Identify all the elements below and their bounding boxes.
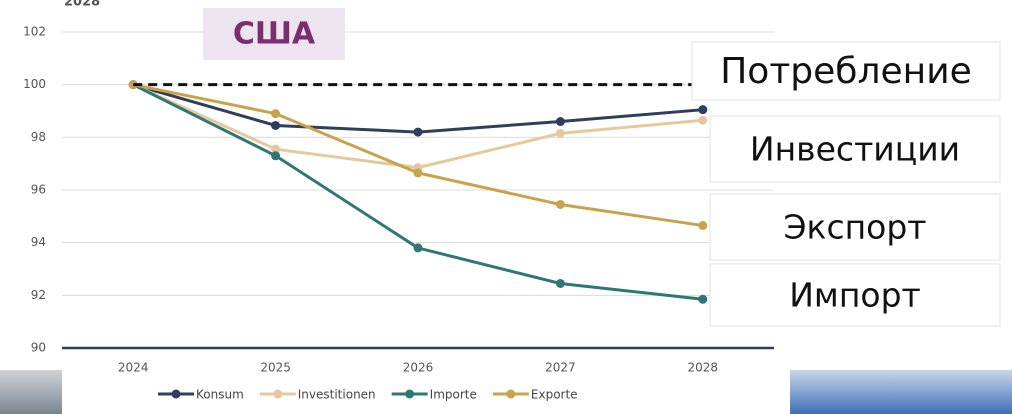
annotations: Потребление Инвестиции Экспорт Импорт bbox=[691, 41, 1001, 327]
y-tick-label: 102 bbox=[23, 25, 46, 39]
y-tick-label: 92 bbox=[31, 288, 46, 302]
y-tick-label: 100 bbox=[23, 77, 46, 91]
x-tick-label: 2025 bbox=[260, 361, 291, 375]
data-point bbox=[413, 127, 423, 137]
legend-swatch bbox=[171, 389, 181, 399]
data-point bbox=[271, 144, 281, 154]
decor-bar bbox=[0, 370, 62, 414]
annotation: Потребление bbox=[720, 51, 972, 92]
data-point bbox=[413, 243, 423, 253]
decor-bar bbox=[790, 370, 1012, 414]
legend-label: Exporte bbox=[531, 388, 578, 402]
legend-label: Konsum bbox=[196, 388, 244, 402]
data-point bbox=[555, 117, 565, 127]
data-point bbox=[271, 120, 281, 130]
y-tick-label: 96 bbox=[31, 183, 46, 197]
x-tick-label: 2026 bbox=[403, 361, 434, 375]
annotation: Импорт bbox=[789, 276, 921, 315]
title-box bbox=[203, 8, 345, 60]
chart-title: США bbox=[233, 17, 316, 52]
data-point bbox=[698, 294, 708, 304]
plot: 90 92 94 96 98 100 102 2024 2025 2026 2027 2028 Kons… bbox=[23, 25, 774, 402]
data-point bbox=[271, 109, 281, 119]
annotation: Инвестиции bbox=[750, 130, 960, 169]
legend-label: Importe bbox=[430, 388, 477, 402]
legend-label: Investitionen bbox=[298, 388, 376, 402]
data-point bbox=[698, 221, 708, 231]
data-point bbox=[271, 151, 281, 161]
annotation: Экспорт bbox=[783, 208, 926, 247]
y-tick-label: 98 bbox=[31, 130, 46, 144]
legend-swatch bbox=[273, 389, 283, 399]
annotation-box bbox=[709, 263, 1001, 327]
x-tick-label: 2027 bbox=[545, 361, 576, 375]
annotation-box bbox=[709, 193, 1001, 261]
y-tick-label: 90 bbox=[31, 341, 46, 355]
data-point bbox=[555, 199, 565, 209]
x-tick-label: 2024 bbox=[118, 361, 149, 375]
data-point bbox=[555, 128, 565, 138]
x-tick-label: 2028 bbox=[688, 361, 719, 375]
legend-swatch bbox=[405, 389, 415, 399]
annotation-box bbox=[709, 115, 1001, 183]
legend-swatch bbox=[506, 389, 516, 399]
corner-label: 2028 bbox=[64, 0, 100, 10]
data-point bbox=[413, 168, 423, 178]
y-tick-label: 94 bbox=[31, 235, 46, 249]
data-point bbox=[698, 115, 708, 125]
annotation-box bbox=[691, 41, 1001, 101]
data-point bbox=[555, 278, 565, 288]
data-point bbox=[698, 105, 708, 115]
series-line bbox=[132, 83, 704, 228]
